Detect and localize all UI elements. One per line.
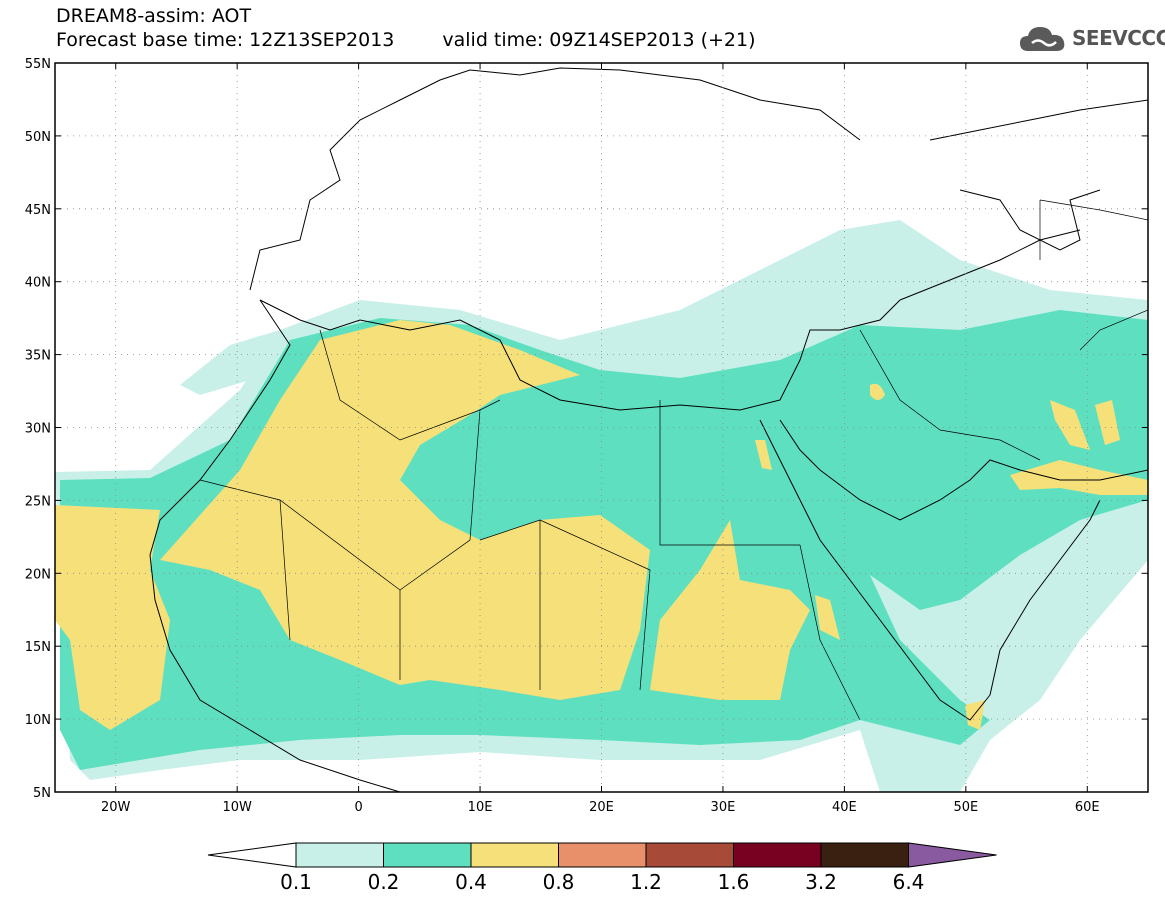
seevccc-logo: SEEVCCC (1018, 22, 1165, 54)
lon-tick-label: 50E (953, 800, 978, 815)
lat-tick-label: 10N (25, 713, 51, 728)
colorbar-label: 0.8 (543, 870, 575, 894)
colorbar-label: 3.2 (805, 870, 837, 894)
lon-tick-label: 40E (832, 800, 857, 815)
colorbar-label: 1.2 (630, 870, 662, 894)
colorbar-label: 1.6 (718, 870, 750, 894)
colorbar-segment (645, 842, 734, 868)
aot-band-0.4-iran (1050, 400, 1090, 450)
lat-tick-label: 45N (25, 203, 51, 218)
aot-band-0.4-sahara (160, 320, 650, 700)
lon-tick-label: 10E (468, 800, 493, 815)
lat-tick-label: 15N (25, 640, 51, 655)
lat-tick-label: 30N (25, 422, 51, 437)
aot-band-0.4-sudan (650, 520, 810, 700)
colorbar-label: 0.4 (455, 870, 487, 894)
aot-field (55, 63, 1148, 792)
base-time: Forecast base time: 12Z13SEP2013 (56, 29, 395, 51)
lon-tick-label: 10W (222, 800, 252, 815)
colorbar: 0.1 0.2 0.4 0.8 1.2 1.6 3.2 6.4 (207, 842, 997, 894)
axis-ticks: 5N 10N 15N 20N 25N 30N 35N 40N 45N 50N 55N 20W 10W 0 1… (25, 57, 1148, 815)
cloud-icon (1020, 27, 1065, 51)
lon-tick-label: 0 (354, 800, 362, 815)
lat-tick-label: 50N (25, 130, 51, 145)
lat-tick-label: 55N (25, 57, 51, 72)
lat-tick-label: 20N (25, 567, 51, 582)
colorbar-label: 6.4 (893, 870, 925, 894)
aot-band-0.4-gulf (1010, 460, 1148, 495)
aot-band-0.1-morocco (180, 330, 280, 395)
colorbar-segment (733, 842, 822, 868)
logo-text: SEEVCCC (1072, 26, 1165, 50)
aot-band-0.4-redsea (815, 595, 840, 640)
valid-time: valid time: 09Z14SEP2013 (+21) (442, 29, 756, 51)
colorbar-segment (295, 842, 384, 868)
colorbar-segment (558, 842, 647, 868)
colorbar-segment (820, 842, 909, 868)
colorbar-label: 0.1 (280, 870, 312, 894)
lon-tick-label: 30E (711, 800, 736, 815)
chart-title: DREAM8-assim: AOT (56, 5, 252, 27)
forecast-times: Forecast base time: 12Z13SEP2013 valid ti… (56, 29, 756, 51)
colorbar-segment (383, 842, 472, 868)
country-borders (199, 199, 1148, 721)
colorbar-upper-extend (908, 842, 997, 868)
colorbar-label: 0.2 (368, 870, 400, 894)
lon-tick-label: 20W (101, 800, 131, 815)
colorbar-lower-extend (207, 842, 297, 868)
aot-band-0.4-dot (870, 383, 885, 400)
coastlines (149, 67, 1148, 792)
lon-tick-label: 20E (589, 800, 614, 815)
aot-band-0.4-west (55, 505, 170, 730)
colorbar-segment (470, 842, 559, 868)
lat-tick-label: 40N (25, 276, 51, 291)
aot-band-0.4-iran2 (1095, 400, 1120, 445)
aot-band-0.4-redsea2 (755, 440, 772, 470)
lon-tick-label: 60E (1075, 800, 1100, 815)
lat-tick-label: 35N (25, 349, 51, 364)
lat-tick-label: 25N (25, 494, 51, 509)
lat-tick-label: 5N (33, 786, 51, 801)
